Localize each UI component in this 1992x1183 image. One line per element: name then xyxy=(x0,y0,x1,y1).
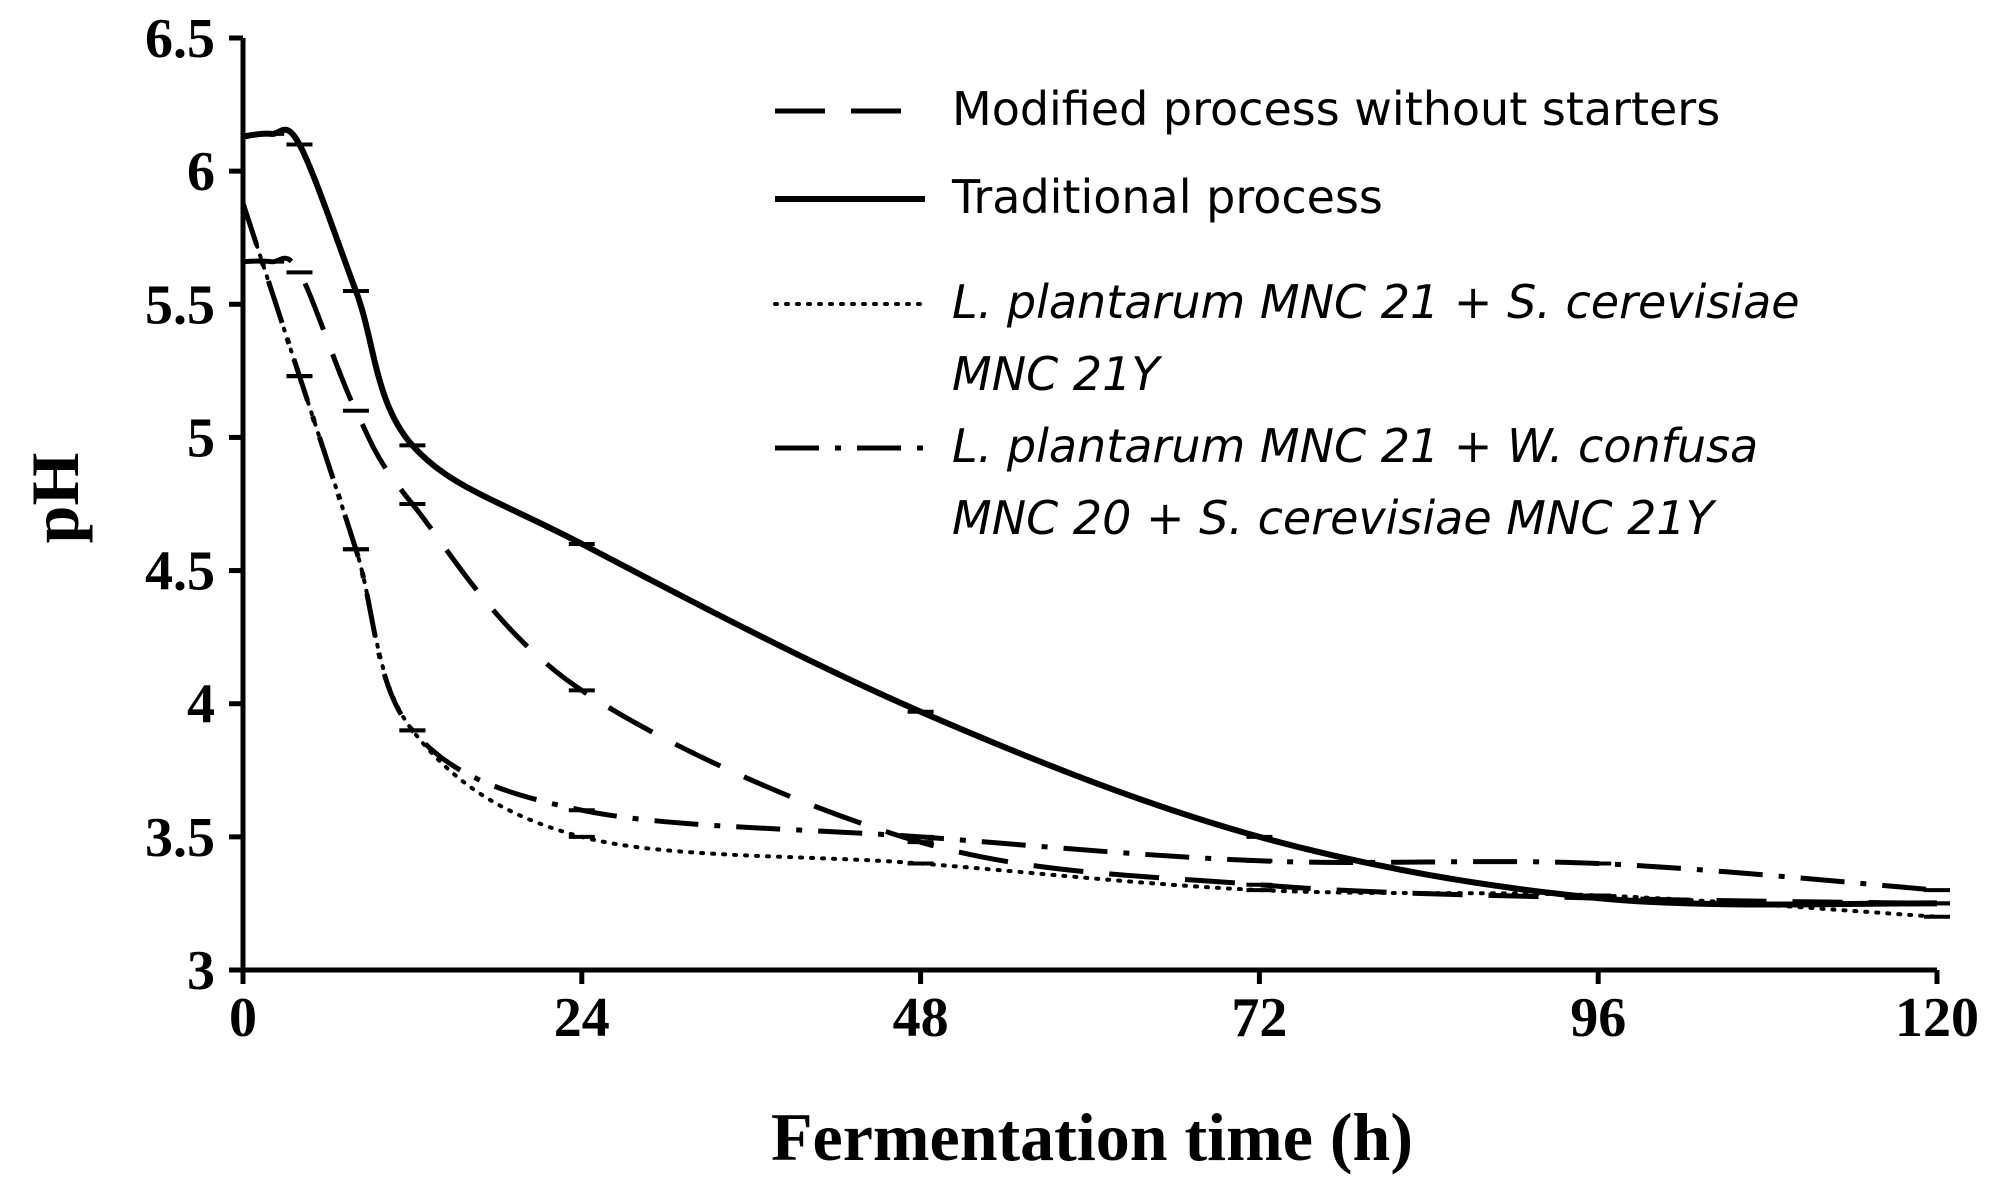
y-tick-label: 5 xyxy=(187,407,215,469)
legend-label: MNC 21Y xyxy=(952,347,1163,401)
legend-label: MNC 20 + S. cerevisiae MNC 21Y xyxy=(952,491,1718,545)
y-axis-title: pH xyxy=(17,453,93,544)
x-tick-label: 120 xyxy=(1895,987,1979,1049)
y-tick-label: 4 xyxy=(187,674,215,736)
chart-axes: 3 3.5 4 4.5 5 5.5 6 6.5 0 24 48 72 96 120 xyxy=(145,8,1979,1049)
series-line-dashed xyxy=(242,255,1938,906)
legend-label: Modified process without starters xyxy=(952,82,1720,136)
x-tick-label: 24 xyxy=(554,987,610,1049)
legend-label: L. plantarum MNC 21 + W. confusa xyxy=(952,419,1758,473)
chart-series xyxy=(240,126,1950,919)
y-tick-label: 6 xyxy=(187,141,215,203)
x-axis-title: Fermentation time (h) xyxy=(771,1099,1413,1175)
series-line-dashdot xyxy=(240,202,1938,893)
x-tick-label: 48 xyxy=(893,987,949,1049)
legend-label: L. plantarum MNC 21 + S. cerevisiae xyxy=(952,275,1800,329)
y-tick-label: 4.5 xyxy=(145,541,215,603)
x-tick-label: 96 xyxy=(1570,987,1626,1049)
y-tick-label: 6.5 xyxy=(145,8,215,70)
y-tick-label: 3 xyxy=(187,940,215,1002)
y-tick-label: 5.5 xyxy=(145,274,215,336)
series-line-solid xyxy=(242,126,1938,908)
legend-label: Traditional process xyxy=(951,170,1383,224)
x-tick-label: 72 xyxy=(1231,987,1287,1049)
x-tick-label: 0 xyxy=(229,987,257,1049)
y-tick-label: 3.5 xyxy=(145,807,215,869)
chart-legend: Modified process without starters Traditi… xyxy=(773,82,1800,545)
